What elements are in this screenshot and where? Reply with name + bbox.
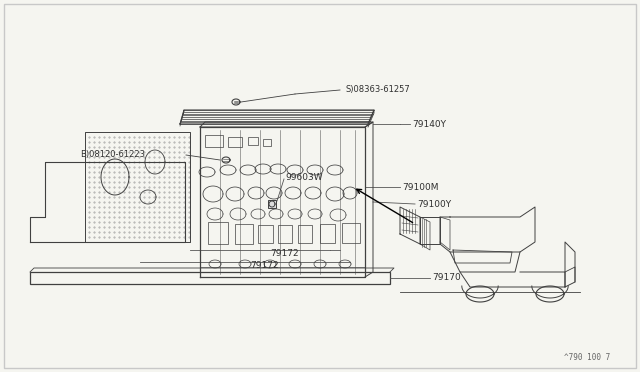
Text: 79172: 79172 xyxy=(270,250,299,259)
Bar xyxy=(263,139,271,146)
Bar xyxy=(268,200,276,208)
Text: B)08120-61223: B)08120-61223 xyxy=(80,150,145,158)
Bar xyxy=(235,224,253,244)
Bar xyxy=(320,224,335,243)
Bar xyxy=(228,137,242,147)
Bar xyxy=(342,223,360,243)
Bar xyxy=(258,225,273,243)
Text: 79100M: 79100M xyxy=(402,183,438,192)
Bar xyxy=(30,272,390,284)
Text: 99603W: 99603W xyxy=(285,173,323,182)
Text: 79170: 79170 xyxy=(432,273,461,282)
Text: S)08363-61257: S)08363-61257 xyxy=(345,84,410,93)
Bar xyxy=(278,225,292,243)
Text: 79100Y: 79100Y xyxy=(417,199,451,208)
Text: ^790 100 7: ^790 100 7 xyxy=(564,353,610,362)
Bar xyxy=(205,135,223,147)
Bar xyxy=(208,222,228,244)
Bar xyxy=(248,137,258,145)
Bar xyxy=(298,225,312,243)
Text: 79140Y: 79140Y xyxy=(412,119,446,128)
Text: 79172: 79172 xyxy=(250,262,278,270)
